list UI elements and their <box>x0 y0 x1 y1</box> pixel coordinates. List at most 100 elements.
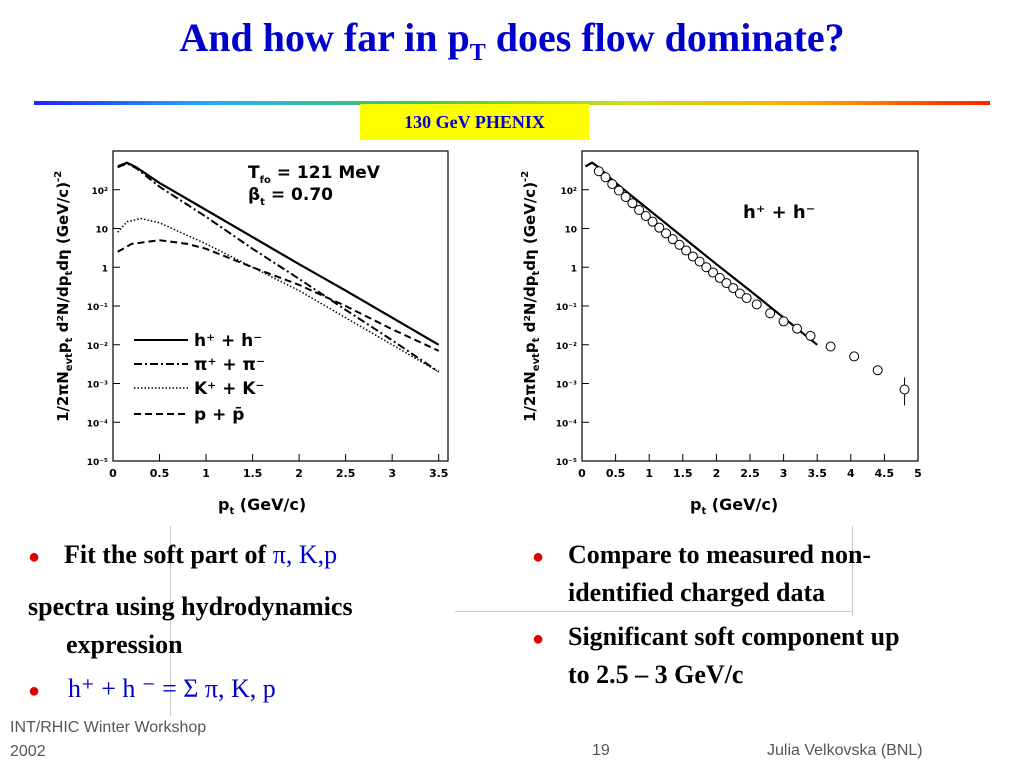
right-chart-y-tick-label: 10⁻¹ <box>556 303 577 313</box>
right-chart-series-line-0 <box>584 161 818 346</box>
right-y-axis-label: 1/2πNevtpt d²N/dptdη (GeV/c)-2 <box>520 171 542 422</box>
left-chart-x-tick-label: 2.5 <box>336 467 356 480</box>
left-x-axis-label: pt (GeV/c) <box>218 495 306 517</box>
right-chart-x-tick-label: 2.5 <box>740 467 760 480</box>
right-chart-x-tick-label: 4 <box>847 467 855 480</box>
right-chart-data-point <box>721 278 732 289</box>
legend-label-kaons: K⁺ + K⁻ <box>194 379 264 399</box>
right-chart-data-point <box>661 228 671 239</box>
right-chart-x-tick-label: 0.5 <box>606 467 626 480</box>
bullet-continuation-compare: identified charged data <box>568 578 826 607</box>
title-rest: does flow dominate? <box>485 15 845 60</box>
right-chart-x-tick-label: 1.5 <box>673 467 693 480</box>
left-chart-x-tick-label: 0 <box>109 467 117 480</box>
left-chart-x-tick-label: 0.5 <box>150 467 170 480</box>
footer-workshop: INT/RHIC Winter Workshop 2002 <box>10 718 206 762</box>
right-chart-y-tick-label: 10² <box>561 187 578 197</box>
right-chart-data-point <box>640 211 651 222</box>
param-temperature: Tfo = 121 MeV <box>248 163 381 186</box>
bullet-dot-icon: ● <box>28 546 41 568</box>
footer-page-number: 19 <box>592 742 610 759</box>
bullet-continuation-soft: to 2.5 – 3 GeV/c <box>568 660 744 689</box>
right-chart-data-point <box>708 267 719 278</box>
right-chart-x-tick-label: 5 <box>914 467 922 480</box>
right-chart-y-tick-label: 1 <box>571 264 577 274</box>
right-chart-data-point <box>825 341 836 352</box>
right-chart-data-point <box>647 216 658 227</box>
bullet-item-fit: ● Fit the soft part of π, K,p <box>28 538 468 574</box>
left-chart-x-tick-label: 2 <box>295 467 303 480</box>
right-chart-y-tick-label: 10⁻⁴ <box>556 419 577 429</box>
right-chart-data-point <box>899 384 910 395</box>
footer-author: Julia Velkovska (BNL) <box>767 742 923 759</box>
footer-year: 2002 <box>10 743 46 760</box>
right-chart-data-point <box>805 330 816 341</box>
bullets-left: ● Fit the soft part of π, K,p spectra usi… <box>28 538 468 708</box>
bullets-right: ● Compare to measured non- identified cha… <box>532 538 1012 692</box>
right-chart-data-point <box>701 262 712 273</box>
left-chart-x-tick-label: 3.5 <box>429 467 449 480</box>
right-chart-data-point <box>792 323 803 334</box>
left-chart-series-line-0 <box>117 161 440 346</box>
left-chart-y-tick-label: 10⁻⁵ <box>87 458 108 468</box>
bullet-dot-icon: ● <box>532 546 545 568</box>
left-chart-y-tick-label: 10⁻⁴ <box>87 419 108 429</box>
right-chart-data-point <box>593 166 604 177</box>
right-chart-data-point <box>620 191 631 202</box>
dataset-tag: 130 GeV PHENIX <box>360 104 589 140</box>
right-chart-data-point <box>607 179 618 190</box>
right-chart-data-point <box>674 239 685 250</box>
divider-vertical-left <box>170 526 171 716</box>
right-chart-data-point <box>634 205 645 216</box>
left-chart-y-tick-label: 10⁻² <box>87 342 108 352</box>
right-chart-data-point <box>613 185 624 196</box>
slide-title: And how far in pT does flow dominate? <box>0 14 1024 67</box>
legend-label-pions: π⁺ + π⁻ <box>194 355 265 375</box>
left-chart-series-line-1 <box>117 162 440 373</box>
right-chart-data-point <box>681 245 692 256</box>
left-chart-y-tick-label: 10⁻³ <box>87 381 108 391</box>
left-chart-series-line-3 <box>117 239 440 352</box>
bullet-greek-species: π, K,p <box>272 540 338 569</box>
right-chart-data-point <box>849 351 860 362</box>
right-chart-data-point <box>751 299 762 310</box>
right-spectra-chart: 0 0.5 1 1.5 2 2.5 3 3.5 4 4.5 5 10⁻⁵ 10⁻⁴ 10⁻³ 10⁻² 10⁻… <box>520 150 922 517</box>
left-chart-x-tick-label: 3 <box>388 467 396 480</box>
title-main: And how far in p <box>179 15 470 60</box>
right-chart-x-tick-label: 1 <box>645 467 653 480</box>
left-chart-x-tick-label: 1.5 <box>243 467 262 480</box>
left-chart-y-tick-label: 1 <box>102 264 108 274</box>
right-chart-data-point <box>714 272 725 283</box>
bullet-item-sum: ● h⁺ + h ⁻ = Σ π, K, p <box>28 672 468 708</box>
right-x-axis-label: pt (GeV/c) <box>690 495 778 517</box>
bullet-continuation-1: spectra using hydrodynamics <box>28 592 353 621</box>
divider-horizontal <box>455 611 852 612</box>
left-chart-x-tick-label: 1 <box>202 467 210 480</box>
divider-vertical-right <box>852 526 853 616</box>
right-chart-y-tick-label: 10 <box>564 226 577 236</box>
left-chart-y-tick-label: 10 <box>95 226 108 236</box>
bullet-dot-icon: ● <box>28 680 41 702</box>
right-chart-data-point <box>741 293 752 304</box>
right-chart-x-tick-label: 0 <box>578 467 586 480</box>
title-rule <box>34 101 990 105</box>
right-chart-data-point <box>627 198 638 209</box>
bullet-item-compare: ● Compare to measured non- <box>532 538 1012 574</box>
right-chart-data-point <box>667 234 678 245</box>
right-chart-data-point <box>778 316 789 327</box>
right-chart-data-point <box>765 308 776 319</box>
right-chart-x-tick-label: 3 <box>780 467 788 480</box>
title-subscript: T <box>469 40 486 66</box>
right-chart-data-point <box>694 256 705 267</box>
right-chart-y-tick-label: 10⁻² <box>556 342 577 352</box>
footer-workshop-name: INT/RHIC Winter Workshop <box>10 719 207 736</box>
left-chart-y-tick-label: 10² <box>92 187 109 197</box>
left-chart-y-tick-label: 10⁻¹ <box>87 303 108 313</box>
right-chart-x-tick-label: 2 <box>713 467 721 480</box>
legend-label-protons: p + p̄ <box>194 405 244 425</box>
bullet-item-soft: ● Significant soft component up <box>532 620 1012 656</box>
right-chart-y-tick-label: 10⁻⁵ <box>556 458 577 468</box>
right-chart-data-point <box>734 288 745 299</box>
right-chart-data-point <box>728 283 739 294</box>
right-chart-data-point <box>600 172 611 183</box>
